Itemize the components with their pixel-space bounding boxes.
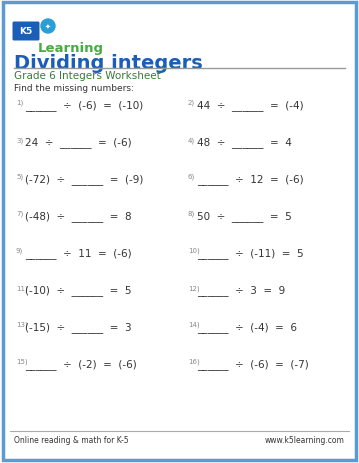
Text: 8): 8) (188, 211, 195, 217)
Text: Learning: Learning (38, 42, 104, 55)
Text: Online reading & math for K-5: Online reading & math for K-5 (14, 435, 129, 444)
Text: ______  ÷  3  =  9: ______ ÷ 3 = 9 (197, 285, 285, 296)
Text: ______  ÷  (-6)  =  (-10): ______ ÷ (-6) = (-10) (25, 100, 143, 111)
Text: 50  ÷  ______  =  5: 50 ÷ ______ = 5 (197, 211, 292, 222)
Text: K5: K5 (19, 27, 33, 37)
FancyBboxPatch shape (3, 3, 356, 460)
Text: 11): 11) (16, 284, 28, 291)
Text: 24  ÷  ______  =  (-6): 24 ÷ ______ = (-6) (25, 137, 132, 148)
Text: 13): 13) (16, 321, 28, 328)
Text: 7): 7) (16, 211, 23, 217)
Text: 9): 9) (16, 247, 23, 254)
Text: Find the missing numbers:: Find the missing numbers: (14, 84, 134, 93)
Text: ______  ÷  (-11)  =  5: ______ ÷ (-11) = 5 (197, 248, 304, 259)
Text: 14): 14) (188, 321, 200, 328)
Text: (-48)  ÷  ______  =  8: (-48) ÷ ______ = 8 (25, 211, 132, 222)
Text: 2): 2) (188, 100, 195, 106)
Text: Dividing integers: Dividing integers (14, 54, 203, 73)
Text: ______  ÷  (-4)  =  6: ______ ÷ (-4) = 6 (197, 322, 297, 333)
Text: ______  ÷  (-2)  =  (-6): ______ ÷ (-2) = (-6) (25, 359, 137, 369)
Text: (-10)  ÷  ______  =  5: (-10) ÷ ______ = 5 (25, 285, 131, 296)
Text: 15): 15) (16, 358, 28, 365)
Circle shape (41, 20, 55, 34)
Text: 3): 3) (16, 137, 23, 143)
Text: ______  ÷  (-6)  =  (-7): ______ ÷ (-6) = (-7) (197, 359, 309, 369)
Text: 5): 5) (16, 174, 23, 180)
Text: 48  ÷  ______  =  4: 48 ÷ ______ = 4 (197, 137, 292, 148)
Text: 16): 16) (188, 358, 200, 365)
Text: 6): 6) (188, 174, 195, 180)
Text: (-15)  ÷  ______  =  3: (-15) ÷ ______ = 3 (25, 322, 132, 333)
Text: (-72)  ÷  ______  =  (-9): (-72) ÷ ______ = (-9) (25, 174, 143, 185)
Text: Grade 6 Integers Worksheet: Grade 6 Integers Worksheet (14, 71, 161, 81)
Text: 1): 1) (16, 100, 23, 106)
FancyBboxPatch shape (13, 22, 39, 41)
Text: 4): 4) (188, 137, 195, 143)
Text: www.k5learning.com: www.k5learning.com (265, 435, 345, 444)
Text: 10): 10) (188, 247, 200, 254)
Text: 44  ÷  ______  =  (-4): 44 ÷ ______ = (-4) (197, 100, 304, 111)
Text: 12): 12) (188, 284, 200, 291)
Text: ✦: ✦ (45, 24, 51, 30)
Text: ______  ÷  11  =  (-6): ______ ÷ 11 = (-6) (25, 248, 132, 259)
Text: ______  ÷  12  =  (-6): ______ ÷ 12 = (-6) (197, 174, 304, 185)
